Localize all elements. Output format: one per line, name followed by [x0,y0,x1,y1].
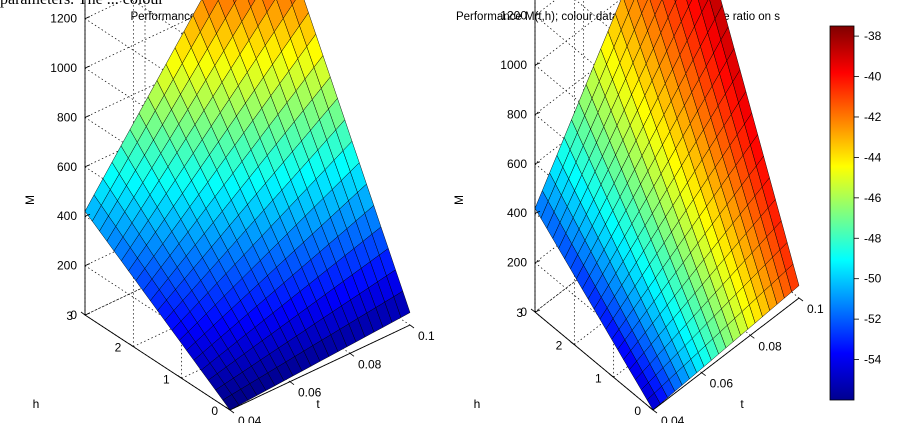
chart-left-axes: 0 200 400 600 800 1000 1200 0 1 2 3 0.04 0.06 0.08 0.1 [50,0,435,423]
h-tick-label: 1 [595,371,602,385]
colorbar-tick-label: -38 [864,29,882,43]
t-tick-label: 0.08 [758,339,782,353]
z-tick-label: 200 [507,256,527,270]
t-axis-line [652,297,800,411]
chart-right-surface [534,0,800,411]
h-axis-line [84,314,231,411]
t-tick-label: 0.1 [418,329,435,343]
z-tick [84,312,91,316]
z-tick [534,260,541,263]
chart-left-surface [84,0,411,411]
z-tick [84,115,91,118]
surface-patch [686,0,693,8]
z-tick [84,16,91,19]
z-tick [534,112,541,115]
colorbar-tick-label: -40 [864,70,882,84]
z-tick [84,213,91,217]
surface-patch [247,0,256,8]
chart-left-xlabel: t [316,397,320,411]
t-tick [409,324,415,329]
z-tick-label: 0 [70,308,77,322]
colorbar-tick-label: -46 [864,191,882,205]
h-tick [80,311,86,316]
colorbar-tick-label: -44 [864,150,882,164]
chart-left-ylabel: h [33,397,40,411]
z-tick-label: 200 [57,259,77,273]
surface-patch [233,0,237,4]
z-tick-label: 400 [57,209,77,223]
h-tick-label: 3 [516,306,523,320]
t-tick-label: 0.06 [710,377,734,391]
chart-right: Performance M(t,h); colour data is the S… [452,0,824,423]
chart-right-ylabel: h [474,397,481,411]
z-tick-label: 1000 [500,58,527,72]
t-tick [701,372,706,376]
t-tick-label: 0.1 [807,302,824,316]
chart-left-zlabel: M [23,195,37,205]
surface-patch [785,263,800,293]
t-tick [652,409,658,414]
colorbar-tick-label: -48 [864,231,882,245]
grid-line-h-floor [133,261,314,347]
h-tick [530,308,536,313]
colorbar-bar [829,25,855,401]
z-tick [84,164,91,168]
h-tick-label: 2 [556,339,563,353]
z-tick-label: 0 [520,305,527,319]
t-tick-label: 0.06 [298,386,322,400]
h-tick-label: 0 [211,404,218,418]
colorbar-ticks: -38 -40 -42 -44 -46 -48 -50 -52 -54 [854,29,882,367]
t-tick-label: 0.04 [238,414,262,423]
h-tick-label: 1 [163,372,170,386]
z-tick-label: 800 [57,110,77,124]
z-tick-label: 600 [57,160,77,174]
chart-left: Performance M(t,h) 020040060080010001200… [23,0,435,423]
colorbar-tick-label: -54 [864,353,882,367]
t-tick [750,335,755,339]
z-tick [534,13,541,16]
h-tick-label: 0 [634,404,641,418]
z-tick [534,309,541,313]
z-tick [534,210,541,214]
z-tick-label: 1000 [50,61,77,75]
colorbar-tick-label: -52 [864,312,882,326]
t-tick [229,409,235,414]
h-tick-label: 2 [115,341,122,355]
t-tick-label: 0.04 [661,414,685,423]
chart-right-zlabel: M [452,195,466,205]
colorbar-tick-label: -42 [864,110,882,124]
grid-line-h-floor [84,229,266,316]
z-tick [534,62,541,66]
z-tick-label: 600 [507,157,527,171]
clipped-top-text-content: parameters. The ... colour [0,0,164,9]
z-tick-label: 400 [507,206,527,220]
t-tick-label: 0.08 [358,357,382,371]
colorbar-tick-label: -50 [864,272,882,286]
t-tick [798,297,804,302]
colorbar: -38 -40 -42 -44 -46 -48 -50 -52 -54 [829,25,882,401]
t-axis-line [229,324,411,411]
clipped-top-text: parameters. The ... colour [0,0,912,9]
surface-patch [393,290,411,318]
z-tick-label: 800 [507,107,527,121]
z-tick [534,161,541,165]
h-axis-line [534,311,654,411]
chart-right-xlabel: t [740,397,744,411]
z-tick-label: 1200 [50,12,77,26]
z-tick [84,263,91,266]
chart-right-axes: 0 200 400 600 800 1000 1200 0 1 2 3 0.04 0.06 0.08 0.1 [500,0,824,423]
surface-patch [290,0,296,6]
t-tick [349,353,355,357]
h-tick-label: 3 [66,309,73,323]
z-tick [84,65,91,69]
t-tick [289,381,295,385]
z-tick-label: 1200 [500,9,527,23]
